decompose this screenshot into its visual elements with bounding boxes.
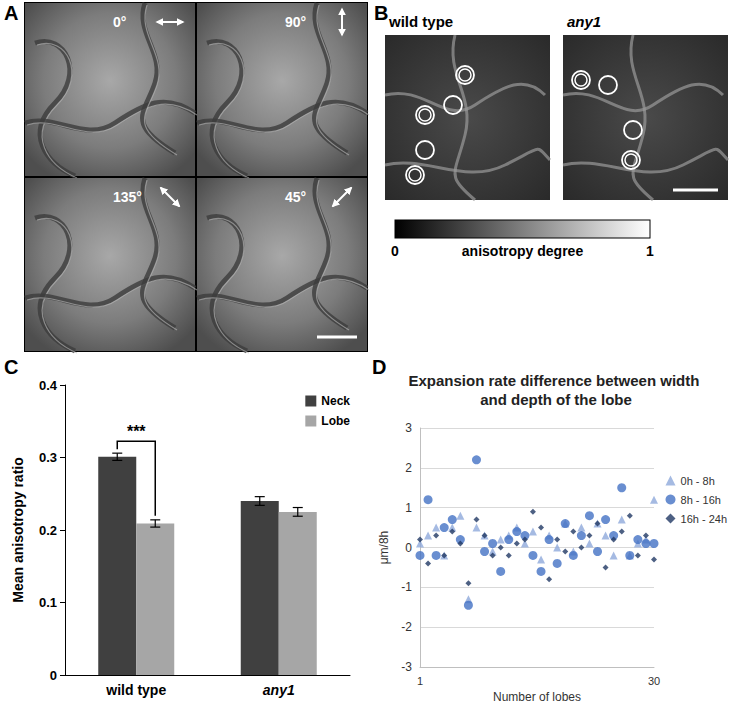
svg-text:and depth of the lobe: and depth of the lobe	[480, 391, 632, 408]
svg-text:-2: -2	[401, 620, 412, 634]
svg-text:135°: 135°	[113, 189, 142, 205]
svg-text:0°: 0°	[113, 14, 126, 30]
svg-text:3: 3	[405, 421, 412, 435]
svg-text:1: 1	[405, 501, 412, 515]
svg-text:any1: any1	[567, 13, 601, 30]
svg-text:A: A	[4, 2, 18, 24]
svg-text:0: 0	[405, 541, 412, 555]
svg-text:-3: -3	[401, 660, 412, 674]
html-text:C: C	[4, 356, 19, 378]
svg-text:Lobe: Lobe	[321, 414, 350, 428]
svg-text:16h - 24h: 16h - 24h	[681, 513, 727, 525]
svg-text:***: ***	[127, 423, 146, 440]
svg-text:B: B	[374, 2, 388, 24]
svg-text:8h - 16h: 8h - 16h	[681, 494, 721, 506]
html-text:D: D	[372, 356, 387, 378]
svg-text:Mean anisotropy ratio: Mean anisotropy ratio	[10, 457, 26, 602]
svg-text:0: 0	[50, 668, 57, 683]
svg-text:μm/8h: μm/8h	[377, 531, 391, 565]
svg-text:0.1: 0.1	[39, 595, 57, 610]
svg-text:Neck: Neck	[321, 394, 350, 408]
svg-text:Number of lobes: Number of lobes	[493, 690, 581, 704]
svg-text:Expansion rate difference betw: Expansion rate difference between width	[408, 372, 703, 389]
svg-text:wild type: wild type	[105, 682, 166, 698]
svg-text:1: 1	[646, 243, 654, 259]
svg-text:90°: 90°	[285, 14, 306, 30]
svg-text:2: 2	[405, 461, 412, 475]
svg-text:0.2: 0.2	[39, 523, 57, 538]
svg-text:1: 1	[417, 675, 423, 687]
svg-text:30: 30	[648, 675, 660, 687]
svg-text:0h - 8h: 0h - 8h	[681, 475, 715, 487]
svg-text:any1: any1	[263, 682, 295, 698]
svg-text:0.3: 0.3	[39, 450, 57, 465]
svg-text:anisotropy degree: anisotropy degree	[462, 243, 584, 259]
svg-text:45°: 45°	[285, 189, 306, 205]
svg-text:0.4: 0.4	[39, 378, 58, 393]
svg-text:wild type: wild type	[388, 13, 453, 30]
svg-text:-1: -1	[401, 580, 412, 594]
svg-text:0: 0	[391, 243, 399, 259]
